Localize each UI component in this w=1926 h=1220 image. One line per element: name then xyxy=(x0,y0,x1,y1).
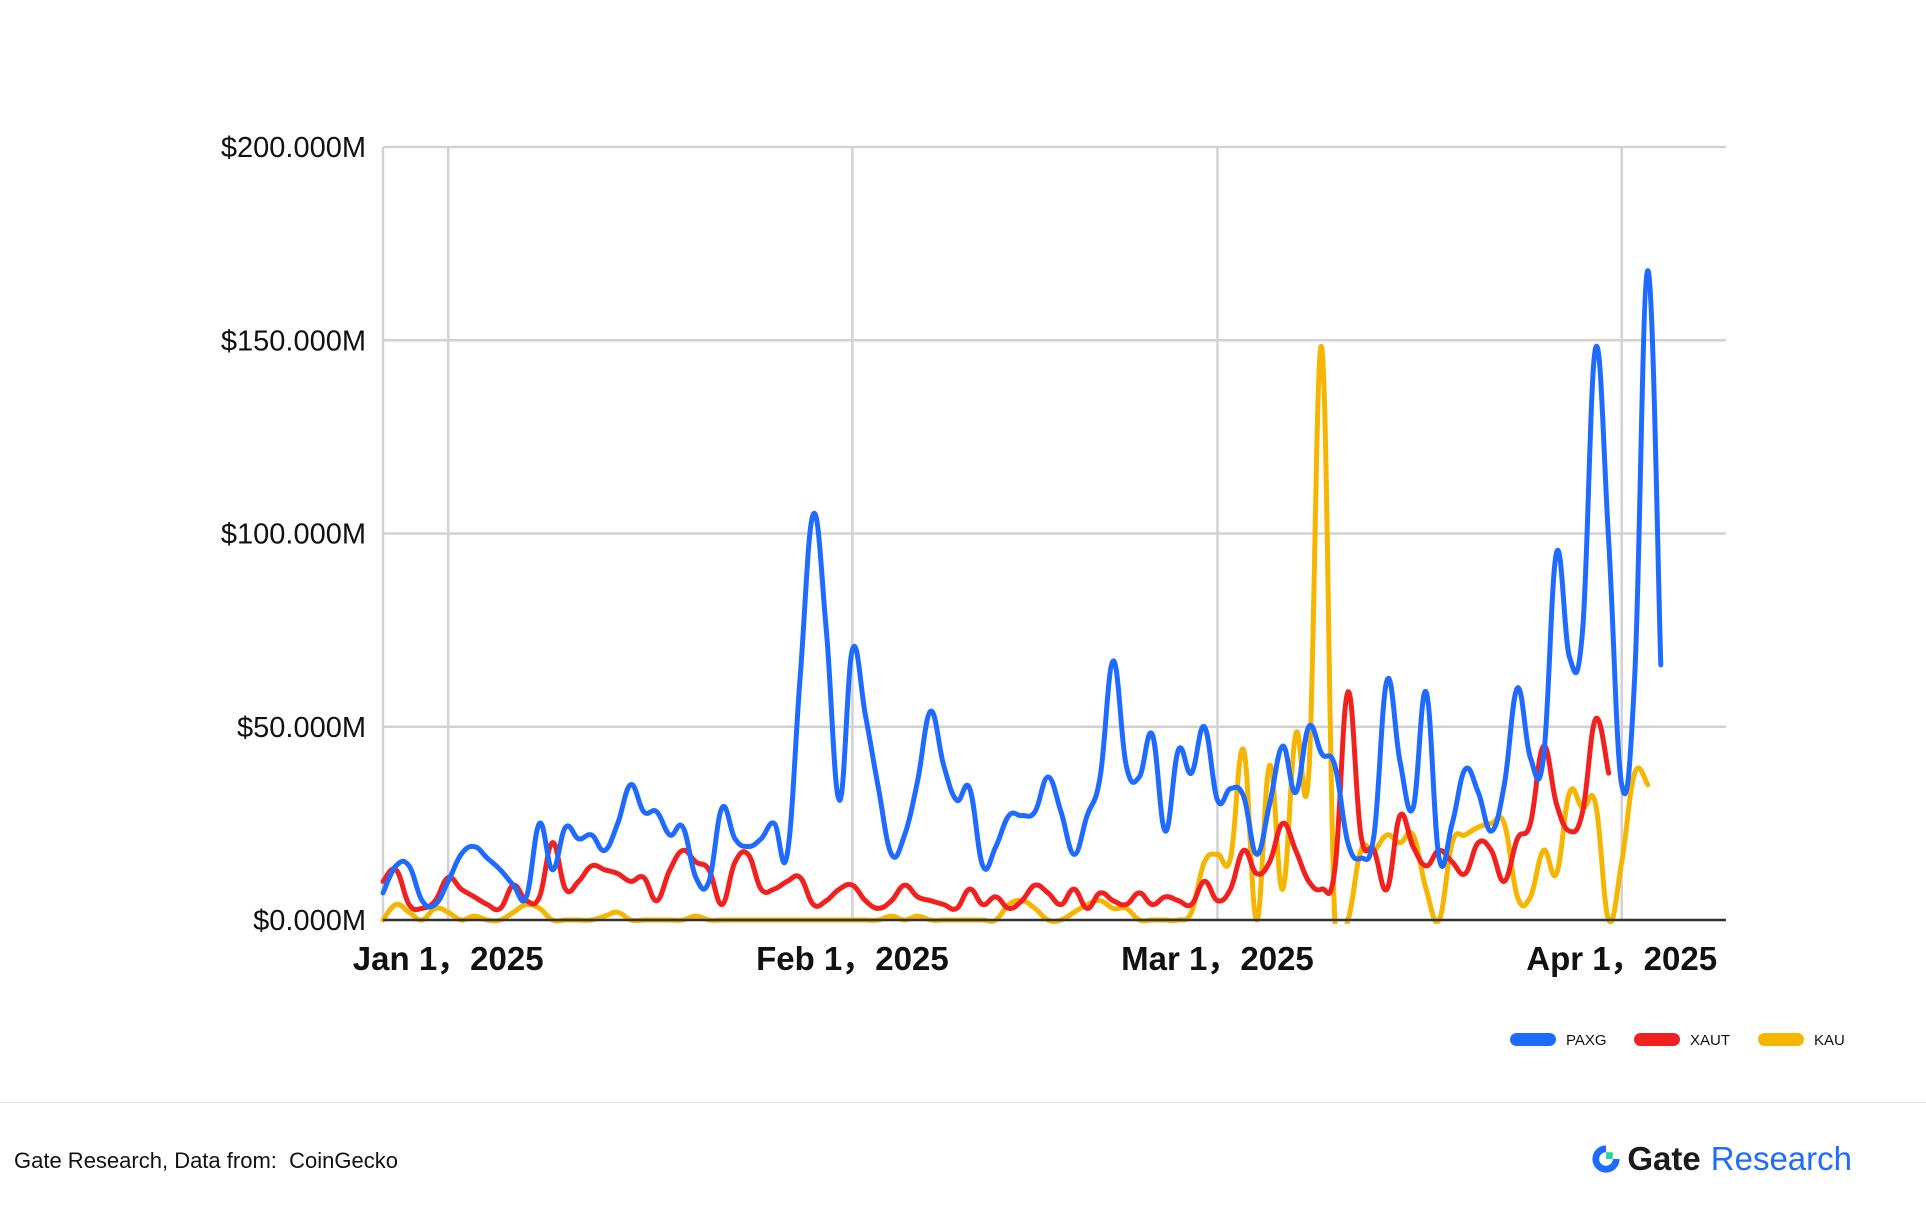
grid-lines xyxy=(381,145,1726,922)
gate-logo-icon xyxy=(1592,1145,1620,1173)
y-tick-label: $50.000M xyxy=(237,712,366,744)
legend-label: PAXG xyxy=(1566,1032,1607,1049)
footer-divider xyxy=(0,1102,1926,1103)
brand-name: Gate xyxy=(1627,1140,1701,1177)
y-tick-label: $150.000M xyxy=(221,325,366,357)
x-tick-label: Feb 1，2025 xyxy=(756,940,949,977)
x-tick-label: Apr 1，2025 xyxy=(1526,940,1717,977)
legend-swatch-kau xyxy=(1758,1033,1804,1046)
x-tick-label: Mar 1，2025 xyxy=(1121,940,1314,977)
legend: PAXG XAUT KAU xyxy=(1510,1032,1845,1049)
x-axis-ticks: Jan 1，2025 Feb 1，2025 Mar 1，2025 Apr 1，2025 xyxy=(353,940,1717,977)
series-line-paxg xyxy=(380,268,1664,910)
y-tick-label: $0.000M xyxy=(253,905,366,937)
legend-swatch-paxg xyxy=(1510,1033,1556,1046)
y-axis-ticks: $0.000M $50.000M $100.000M $150.000M $200.00… xyxy=(221,132,366,937)
y-tick-label: $100.000M xyxy=(221,519,366,551)
series-lines xyxy=(380,268,1664,924)
series-line-xaut xyxy=(380,689,1612,913)
data-source-note: Gate Research, Data from: CoinGecko xyxy=(14,1148,398,1173)
legend-swatch-xaut xyxy=(1634,1033,1680,1046)
brand-subtitle: Research xyxy=(1710,1140,1852,1177)
x-tick-label: Jan 1，2025 xyxy=(353,940,544,977)
series-line-kau xyxy=(380,343,1651,924)
legend-label: XAUT xyxy=(1690,1032,1730,1049)
legend-label: KAU xyxy=(1814,1032,1845,1049)
chart: $0.000M $50.000M $100.000M $150.000M $200.00… xyxy=(221,132,1845,1049)
brand-logo: Gate Research xyxy=(1589,1140,1852,1178)
y-tick-label: $200.000M xyxy=(221,132,366,164)
